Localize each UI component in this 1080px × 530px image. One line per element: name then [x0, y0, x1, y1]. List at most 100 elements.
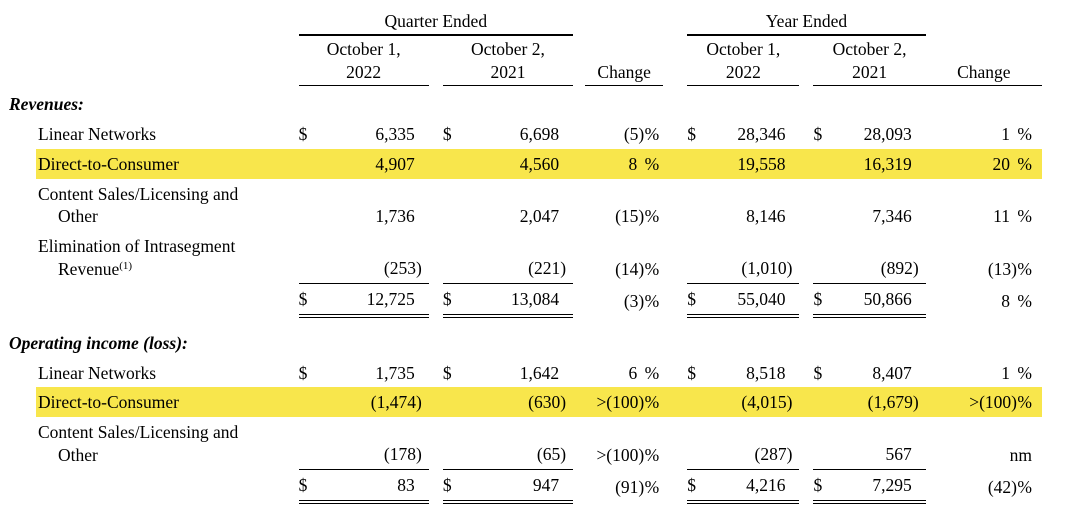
- percent-sign: %: [644, 124, 660, 144]
- percent-sign: %: [1017, 362, 1032, 383]
- spacer: [799, 358, 813, 388]
- spacer: [573, 8, 585, 35]
- table-row-operating-total: $83 $947 (91)% $4,216 $7,295 (42)%: [0, 469, 1042, 504]
- spacer: [429, 417, 443, 470]
- spacer: [663, 417, 687, 470]
- amount-cell: $1,642: [442, 362, 560, 383]
- table-row-revenues-total: $12,725 $13,084 (3)% $55,040 $50,866 8%: [0, 283, 1042, 318]
- spacer: [663, 284, 687, 316]
- amount-cell: 567: [813, 417, 926, 470]
- spacer: [429, 179, 443, 232]
- amount-cell: 1,736: [375, 206, 415, 227]
- amount-cell: 2,047: [519, 206, 560, 227]
- amount-cell: 16,319: [813, 148, 926, 179]
- section-row-revenues: Revenues:: [0, 86, 1042, 119]
- column-header-row: October 1, 2022 October 2, 2021 Change O…: [0, 34, 1042, 87]
- change-cell: 8%: [1001, 291, 1032, 311]
- dollar-sign: $: [442, 124, 452, 144]
- change-cell: (5)%: [623, 124, 660, 144]
- spacer: [429, 284, 443, 316]
- spacer: [799, 387, 814, 417]
- change-cell: (13)%: [987, 258, 1032, 279]
- spacer: [573, 284, 585, 316]
- spacer: [799, 417, 813, 470]
- spacer: [663, 8, 687, 35]
- amount-cell: $6,335: [298, 124, 415, 144]
- dollar-sign: $: [813, 362, 823, 383]
- change-cell: 1%: [1001, 362, 1032, 383]
- amount-cell: 4,560: [442, 148, 574, 179]
- spacer: [663, 148, 688, 179]
- dollar-sign: $: [687, 475, 696, 495]
- amount-cell: (1,679): [813, 387, 926, 417]
- spacer: [573, 148, 586, 179]
- percent-sign: %: [644, 291, 660, 311]
- row-label: Direct-to-Consumer: [0, 387, 299, 417]
- spacer: [799, 284, 813, 316]
- change-cell: (42)%: [987, 477, 1032, 497]
- dollar-sign: $: [442, 289, 452, 309]
- spacer: [663, 35, 687, 86]
- spacer: [799, 35, 813, 86]
- spacer: [799, 148, 814, 179]
- percent-sign: %: [1017, 124, 1032, 144]
- dollar-sign: $: [442, 475, 452, 495]
- percent-sign: %: [644, 153, 660, 174]
- percent-sign: %: [644, 392, 660, 413]
- change-cell: 1%: [1001, 124, 1032, 144]
- segment-results-table: Quarter Ended Year Ended October 1, 2022…: [0, 8, 1042, 504]
- row-label: Content Sales/Licensing and Other: [38, 422, 239, 465]
- amount-cell: (178): [298, 417, 429, 470]
- spacer: [573, 231, 585, 284]
- spacer: [573, 119, 585, 149]
- table-row-revenues-direct-to-consumer: Direct-to-Consumer 4,907 4,560 8% 19,558…: [0, 148, 1042, 179]
- spacer: [0, 35, 299, 86]
- spacer: [573, 179, 585, 232]
- spacer: [663, 387, 688, 417]
- spacer: [663, 470, 687, 502]
- amount-cell: 19,558: [687, 148, 800, 179]
- spacer: [663, 231, 687, 284]
- change-cell: (14)%: [615, 258, 660, 279]
- dollar-sign: $: [442, 362, 452, 383]
- section-title: Operating income (loss):: [9, 332, 188, 353]
- total-amount-cell: $13,084: [442, 283, 574, 318]
- total-amount-cell: $55,040: [687, 283, 800, 318]
- group-header-row: Quarter Ended Year Ended: [0, 8, 1042, 36]
- spacer: [573, 470, 585, 502]
- section-title: Revenues:: [9, 94, 84, 115]
- spacer: [573, 35, 585, 86]
- total-amount-cell: $12,725: [298, 283, 429, 318]
- total-amount-cell: $50,866: [813, 283, 926, 318]
- amount-cell: (253): [298, 231, 429, 284]
- amount-cell: (630): [442, 387, 574, 417]
- dollar-sign: $: [298, 124, 308, 144]
- change-cell: (3)%: [623, 291, 660, 311]
- amount-cell: (1,474): [298, 387, 429, 417]
- percent-sign: %: [1017, 291, 1032, 311]
- amount-cell: 4,907: [298, 148, 429, 179]
- spacer: [428, 387, 443, 417]
- spacer: [573, 417, 585, 470]
- row-label: Elimination of Intrasegment Revenue(1): [38, 236, 236, 279]
- spacer: [799, 231, 813, 284]
- total-amount-cell: $4,216: [687, 469, 800, 504]
- quarter-2022-column-header: October 1, 2022: [298, 34, 429, 87]
- row-label: [0, 470, 299, 502]
- year-2021-column-header: October 2, 2021: [813, 34, 926, 87]
- dollar-sign: $: [687, 362, 696, 383]
- section-row-operating-income: Operating income (loss):: [0, 316, 1042, 358]
- amount-cell: (892): [813, 231, 926, 284]
- row-label: Linear Networks: [38, 124, 157, 144]
- amount-cell: $1,735: [298, 362, 415, 383]
- quarter-ended-group-header: Quarter Ended: [298, 8, 574, 36]
- footnote-marker: (1): [119, 259, 133, 272]
- row-label: Content Sales/Licensing and Other: [38, 183, 239, 227]
- row-label: Linear Networks: [38, 362, 157, 383]
- dollar-sign: $: [813, 475, 823, 495]
- spacer: [663, 358, 687, 388]
- percent-sign: %: [644, 258, 660, 279]
- table-header: Quarter Ended Year Ended October 1, 2022…: [0, 8, 1042, 87]
- amount-cell: (287): [687, 417, 800, 470]
- amount-cell: (1,010): [687, 231, 800, 284]
